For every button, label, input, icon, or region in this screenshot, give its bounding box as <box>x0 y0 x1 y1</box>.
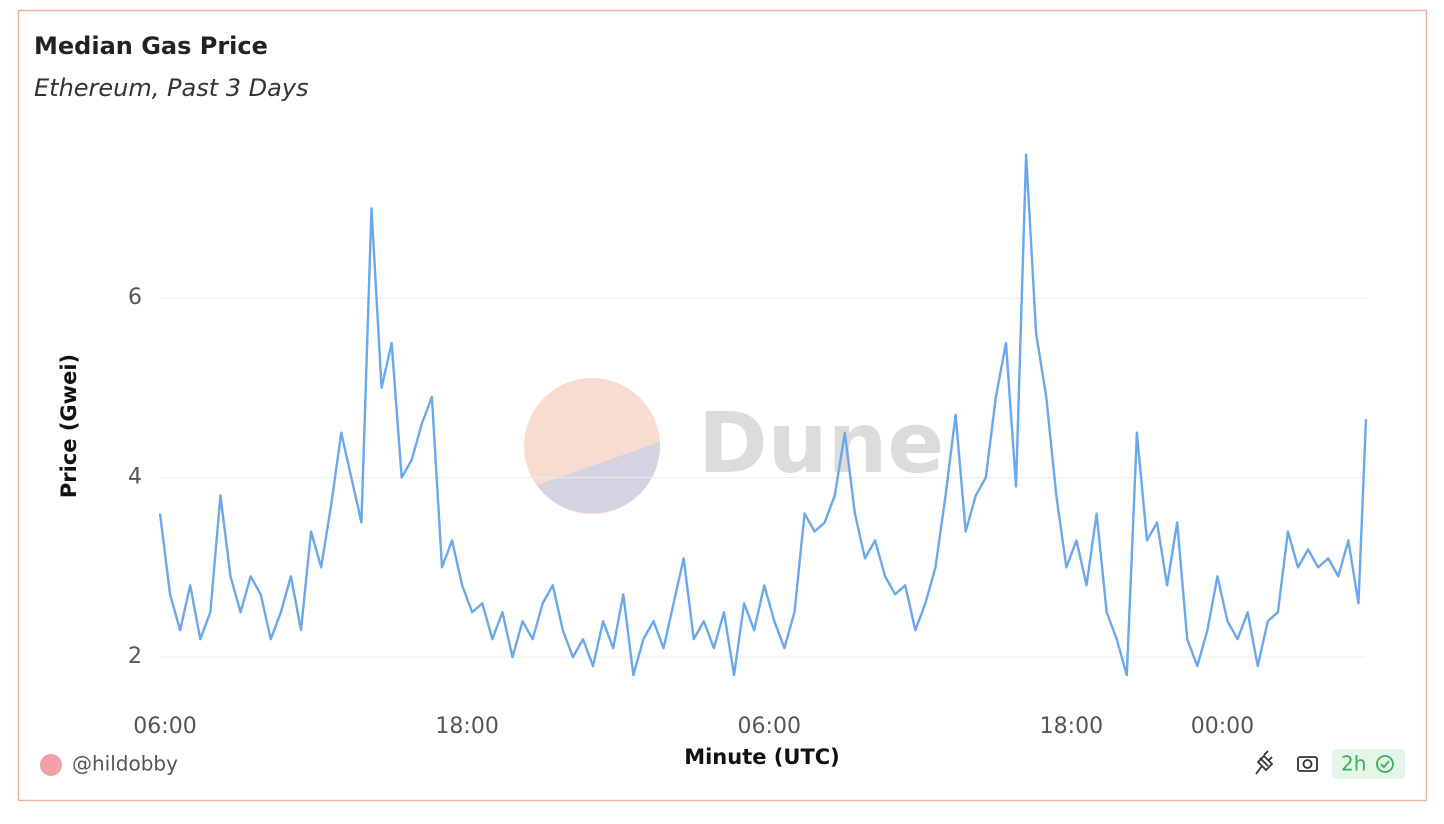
x-tick-label: 18:00 <box>435 714 498 739</box>
chart-subtitle: Ethereum, Past 3 Days <box>34 74 309 102</box>
y-tick-label: 4 <box>128 465 142 490</box>
refresh-text: 2h <box>1341 752 1366 776</box>
y-tick-label: 2 <box>128 644 142 669</box>
chart-title: Median Gas Price <box>34 32 268 60</box>
author-avatar <box>40 754 62 776</box>
refresh-check <box>1376 755 1394 773</box>
x-axis-label: Minute (UTC) <box>684 745 840 769</box>
data-line <box>158 153 1368 677</box>
y-axis-label: Price (Gwei) <box>57 354 81 498</box>
x-tick-label: 06:00 <box>738 714 801 739</box>
x-tick-label: 18:00 <box>1040 714 1103 739</box>
refresh-check-mark <box>1380 760 1390 769</box>
author[interactable]: @hildobby <box>72 752 178 776</box>
screenshot-lens <box>1302 759 1313 769</box>
x-tick-label: 06:00 <box>133 714 196 739</box>
frame <box>17 9 1428 802</box>
screenshot-icon[interactable] <box>1297 756 1318 772</box>
plot-area <box>158 153 1368 677</box>
x-tick-label: 00:00 <box>1191 714 1254 739</box>
embed-icon[interactable] <box>1255 750 1274 775</box>
watermark-text: Dune <box>698 394 944 492</box>
y-tick-label: 6 <box>128 285 142 310</box>
toolbar <box>1255 750 1318 775</box>
